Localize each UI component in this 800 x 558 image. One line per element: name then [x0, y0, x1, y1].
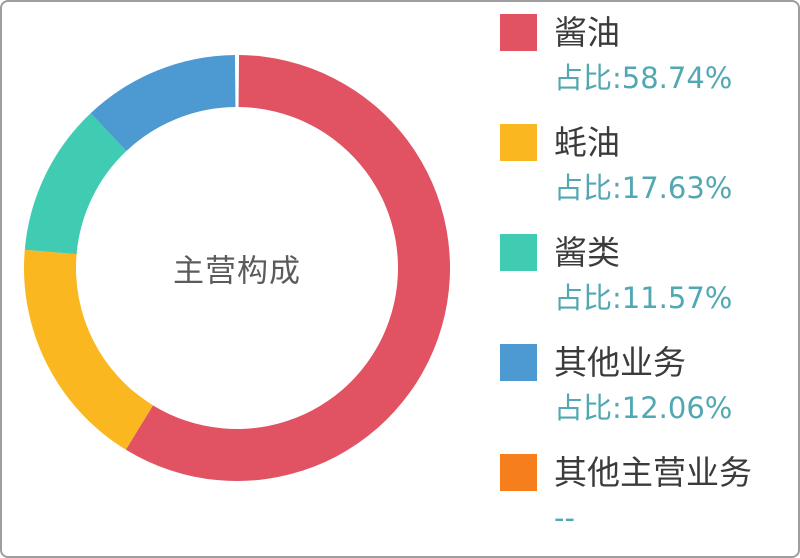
legend-item-0[interactable]: 酱油 占比:58.74% — [500, 12, 790, 122]
legend-percent: -- — [554, 501, 575, 535]
legend-label: 酱类 — [554, 233, 620, 272]
legend-swatch — [500, 344, 537, 381]
donut-chart — [24, 55, 451, 482]
legend-label: 蚝油 — [554, 123, 620, 162]
donut-center-label: 主营构成 — [173, 253, 301, 290]
legend-swatch — [500, 234, 537, 271]
legend-label: 其他主营业务 — [554, 453, 752, 492]
legend-label: 其他业务 — [554, 343, 686, 382]
legend-label: 酱油 — [554, 13, 620, 52]
donut-segment-0[interactable] — [125, 55, 451, 482]
legend-item-4[interactable]: 其他主营业务 -- — [500, 452, 790, 556]
legend-item-3[interactable]: 其他业务 占比:12.06% — [500, 342, 790, 452]
legend-swatch — [500, 14, 537, 51]
legend: 酱油 占比:58.74% 蚝油 占比:17.63% 酱类 占比:11.57% 其… — [500, 12, 790, 556]
donut-segment-2[interactable] — [24, 113, 127, 255]
legend-percent: 占比:12.06% — [554, 391, 733, 425]
legend-percent: 占比:11.57% — [554, 281, 733, 315]
legend-percent: 占比:58.74% — [554, 61, 733, 95]
legend-swatch — [500, 454, 537, 491]
donut-segment-3[interactable] — [90, 55, 236, 152]
donut-segment-1[interactable] — [24, 249, 153, 450]
legend-swatch — [500, 124, 537, 161]
legend-item-2[interactable]: 酱类 占比:11.57% — [500, 232, 790, 342]
legend-percent: 占比:17.63% — [554, 171, 733, 205]
legend-item-1[interactable]: 蚝油 占比:17.63% — [500, 122, 790, 232]
